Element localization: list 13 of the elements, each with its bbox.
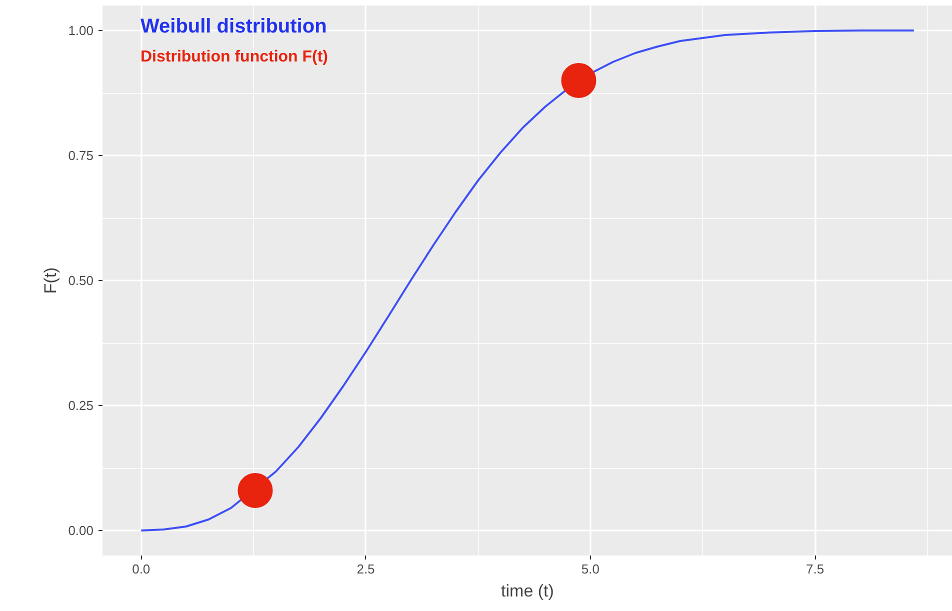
x-tick-label: 7.5 (806, 562, 824, 576)
y-tick-label: 1.00 (68, 23, 94, 38)
y-tick-label: 0.25 (68, 398, 94, 413)
x-axis-title: time (t) (501, 582, 554, 600)
y-tick-label: 0.00 (68, 523, 94, 538)
x-tick-label: 0.0 (132, 562, 150, 576)
y-tick-label: 0.50 (68, 273, 94, 288)
x-tick-label: 2.5 (356, 562, 375, 576)
text: Weibull distribution (140, 16, 327, 38)
y-axis-title: F(t) (41, 267, 60, 294)
text: Distribution function F(t) (140, 48, 328, 66)
x-tick-label: 5.0 (581, 562, 600, 576)
y-tick-label: 0.75 (68, 148, 94, 163)
